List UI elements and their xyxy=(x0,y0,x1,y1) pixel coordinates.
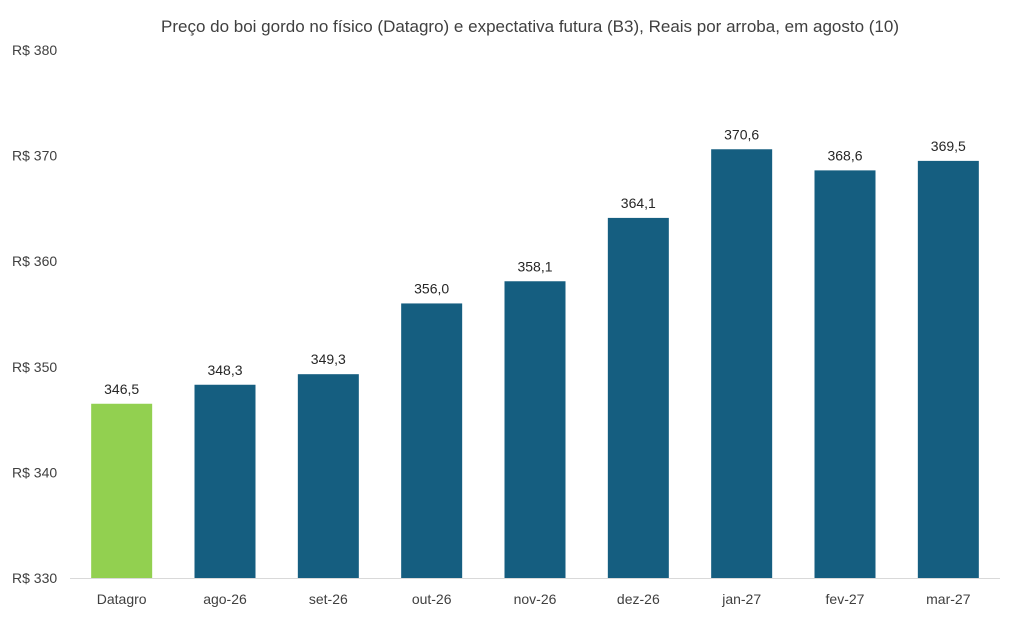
bar-mar-27 xyxy=(917,160,979,578)
bar-out-26 xyxy=(401,303,463,578)
data-label-ago-26: 348,3 xyxy=(207,362,242,378)
bar-ago-26 xyxy=(194,384,256,578)
data-label-Datagro: 346,5 xyxy=(104,381,139,397)
data-label-dez-26: 364,1 xyxy=(621,195,656,211)
data-label-jan-27: 370,6 xyxy=(724,126,759,142)
data-label-mar-27: 369,5 xyxy=(931,138,966,154)
bars-group xyxy=(91,149,979,578)
x-tick-label: jan-27 xyxy=(721,591,761,607)
x-tick-label: set-26 xyxy=(309,591,348,607)
data-label-fev-27: 368,6 xyxy=(827,147,862,163)
data-labels-group: 346,5 348,3 349,3 356,0 358,1 364,1 370,6 368,6… xyxy=(104,126,966,397)
x-tick-label: ago-26 xyxy=(203,591,247,607)
x-tick-label: mar-27 xyxy=(926,591,971,607)
data-label-set-26: 349,3 xyxy=(311,351,346,367)
y-tick-label: R$ 330 xyxy=(12,570,57,586)
bar-jan-27 xyxy=(711,149,773,578)
y-tick-label: R$ 360 xyxy=(12,253,57,269)
x-tick-label: dez-26 xyxy=(617,591,660,607)
x-axis-ticks: Datagro ago-26 set-26 out-26 nov-26 dez-26 jan… xyxy=(97,591,971,607)
y-tick-label: R$ 380 xyxy=(12,42,57,58)
data-label-nov-26: 358,1 xyxy=(517,258,552,274)
x-tick-label: Datagro xyxy=(97,591,147,607)
y-axis-ticks: R$ 330 R$ 340 R$ 350 R$ 360 R$ 370 R$ 380 xyxy=(12,42,57,586)
data-label-out-26: 356,0 xyxy=(414,280,449,296)
bar-fev-27 xyxy=(814,170,876,578)
y-tick-label: R$ 370 xyxy=(12,148,57,164)
bar-Datagro xyxy=(91,403,153,578)
bar-nov-26 xyxy=(504,281,566,578)
y-tick-label: R$ 350 xyxy=(12,359,57,375)
x-tick-label: out-26 xyxy=(412,591,452,607)
x-tick-label: fev-27 xyxy=(826,591,865,607)
bar-set-26 xyxy=(297,374,359,578)
x-tick-label: nov-26 xyxy=(514,591,557,607)
chart-title: Preço do boi gordo no físico (Datagro) e… xyxy=(161,17,899,36)
y-tick-label: R$ 340 xyxy=(12,464,57,480)
bar-dez-26 xyxy=(607,217,669,578)
